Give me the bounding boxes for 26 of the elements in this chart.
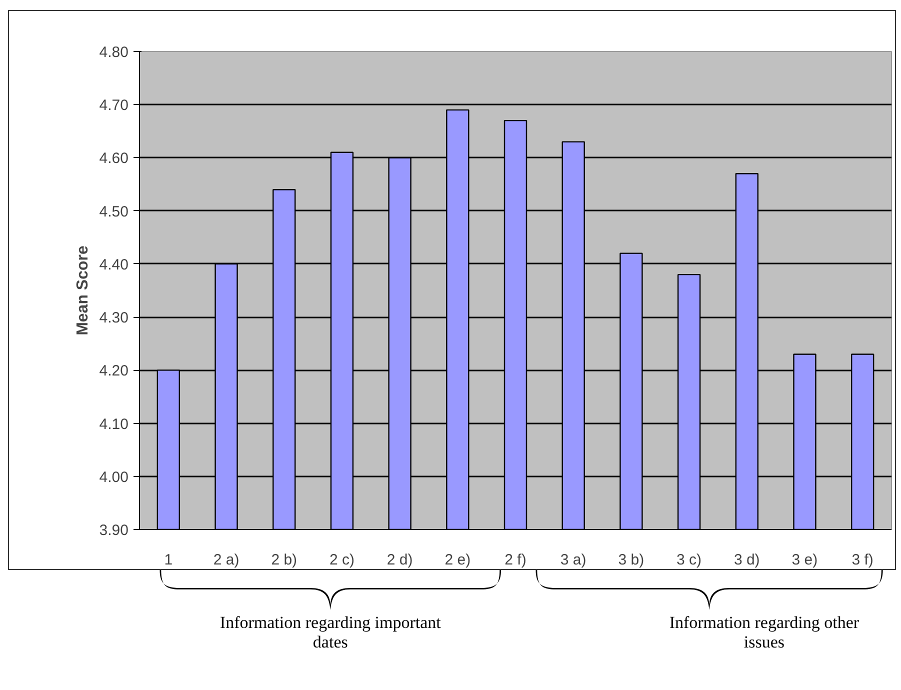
x-tick-label: 3 f): [852, 552, 874, 568]
x-tick-label: 2 a): [213, 552, 240, 568]
x-tick-label: 2 f): [504, 552, 526, 568]
x-tick-label: 2 e): [444, 552, 471, 568]
y-tick-label: 4.60: [99, 150, 129, 168]
x-tick-label: 3 a): [560, 552, 586, 568]
y-tick-label: 4.40: [99, 256, 129, 274]
x-tick-label: 2 d): [386, 552, 413, 568]
y-tick-label: 4.10: [99, 416, 129, 433]
x-tick-label: 2 b): [271, 552, 298, 568]
y-tick-label: 4.30: [99, 310, 129, 327]
x-tick-label: 2 c): [329, 552, 354, 568]
y-tick-label: 4.50: [99, 203, 129, 220]
y-tick-label: 4.00: [99, 468, 129, 486]
x-tick-label: 1: [164, 552, 173, 568]
text: Information regarding other issues: [669, 613, 860, 652]
y-tick-label: 3.90: [99, 522, 129, 539]
x-tick-label: 3 d): [734, 552, 760, 568]
x-tick-label: 3 e): [792, 552, 818, 568]
y-tick-label: 4.70: [99, 97, 129, 114]
x-tick-label: 3 b): [618, 552, 644, 568]
y-tick-label: 4.20: [99, 362, 129, 380]
y-tick-label: 4.80: [99, 44, 129, 61]
x-tick-label: 3 c): [676, 552, 702, 568]
y-axis-title: Mean Score: [74, 245, 92, 336]
text: Information regarding important dates: [220, 613, 442, 652]
